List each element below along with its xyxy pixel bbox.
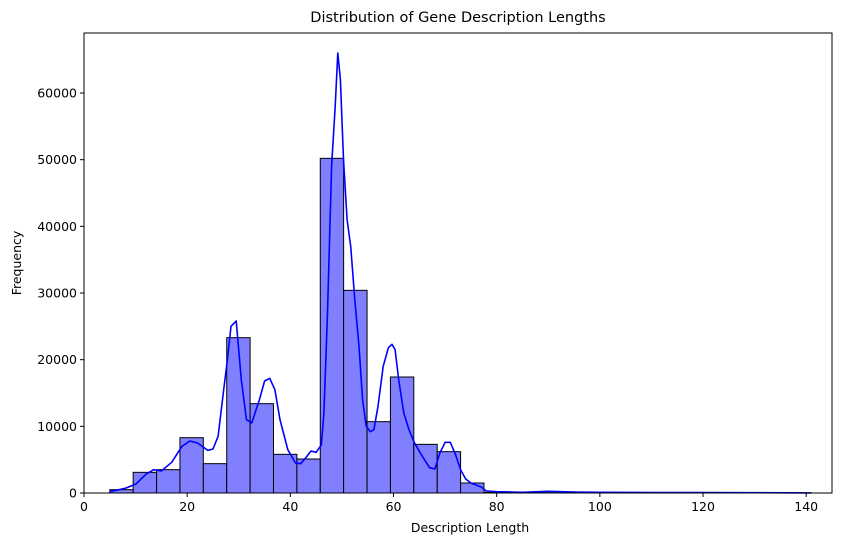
y-tick-label: 50000 [37,152,77,167]
histogram-bar [319,157,345,494]
y-tick-label: 20000 [37,352,77,367]
x-tick-label: 140 [794,499,818,514]
histogram-bar [460,482,485,494]
histogram-bar [202,463,228,494]
plot-area [109,52,812,494]
x-tick-label: 120 [691,499,715,514]
histogram-bar [343,289,368,494]
y-tick-label: 10000 [37,419,77,434]
y-axis: 0 10000 20000 30000 40000 50000 60000 [37,86,84,501]
y-tick-label: 60000 [37,86,77,101]
kde-line [109,52,812,494]
x-axis-label: Description Length [411,520,529,535]
x-tick-label: 40 [282,499,298,514]
x-tick-label: 0 [80,499,88,514]
y-tick-label: 0 [69,486,77,501]
y-axis-label: Frequency [9,230,24,295]
x-axis: 0 20 40 60 80 100 120 140 [80,493,818,514]
x-tick-label: 60 [386,499,402,514]
plot-frame [83,32,833,494]
histogram-bar [389,376,415,494]
x-tick-label: 80 [489,499,505,514]
x-tick-label: 20 [179,499,195,514]
y-tick-label: 30000 [37,286,77,301]
y-tick-label: 40000 [37,219,77,234]
histogram-bar [156,469,181,494]
x-tick-label: 100 [588,499,612,514]
chart-title: Distribution of Gene Description Lengths [310,10,605,26]
